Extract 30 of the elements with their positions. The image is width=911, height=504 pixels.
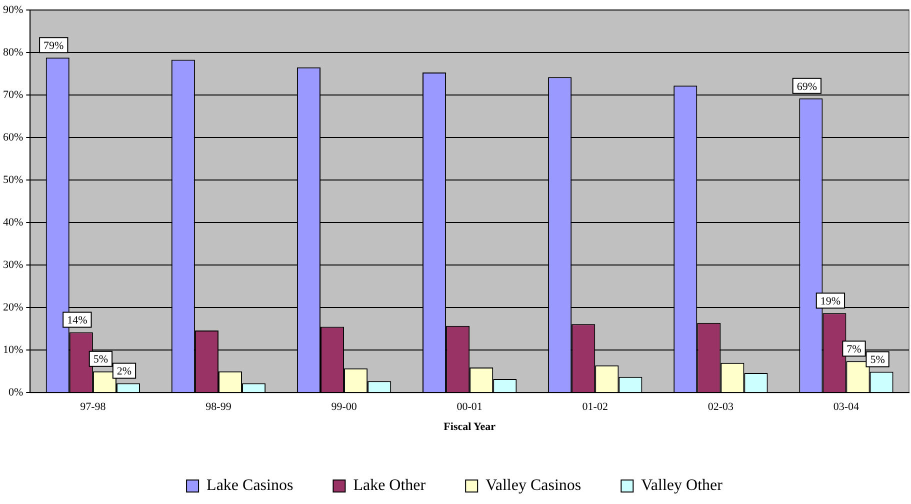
legend-label: Valley Other [641, 477, 724, 494]
legend-label: Lake Other [353, 477, 426, 494]
x-tick-label: 01-02 [582, 401, 608, 414]
x-tick-label: 00-01 [456, 401, 482, 414]
y-tick-label: 0% [8, 386, 24, 398]
legend-label: Lake Casinos [206, 477, 294, 494]
data-label: 14% [67, 314, 88, 327]
data-label: 19% [820, 295, 841, 308]
y-tick-label: 20% [2, 301, 24, 314]
data-label: 7% [846, 344, 862, 356]
y-tick-label: 10% [2, 344, 24, 356]
y-tick-label: 30% [2, 258, 24, 271]
legend-label: Valley Casinos [486, 477, 582, 494]
data-label: 79% [44, 40, 64, 52]
x-tick-label: 02-03 [708, 401, 734, 414]
y-tick-label: 60% [2, 131, 24, 144]
y-tick-label: 90% [2, 4, 24, 16]
y-tick-label: 80% [2, 46, 24, 58]
x-tick-label: 98-99 [206, 401, 232, 414]
data-label: 69% [796, 80, 817, 93]
y-tick-label: 40% [2, 216, 24, 228]
y-tick-label: 50% [2, 174, 24, 186]
data-label: 5% [870, 354, 885, 366]
y-tick-label: 70% [2, 88, 24, 101]
data-label: 2% [116, 366, 132, 378]
x-tick-label: 03-04 [833, 401, 860, 414]
x-tick-label: 99-00 [331, 401, 358, 414]
data-label: 5% [93, 354, 108, 366]
x-tick-label: 97-98 [80, 401, 106, 414]
x-axis-title: Fiscal Year [444, 421, 496, 434]
